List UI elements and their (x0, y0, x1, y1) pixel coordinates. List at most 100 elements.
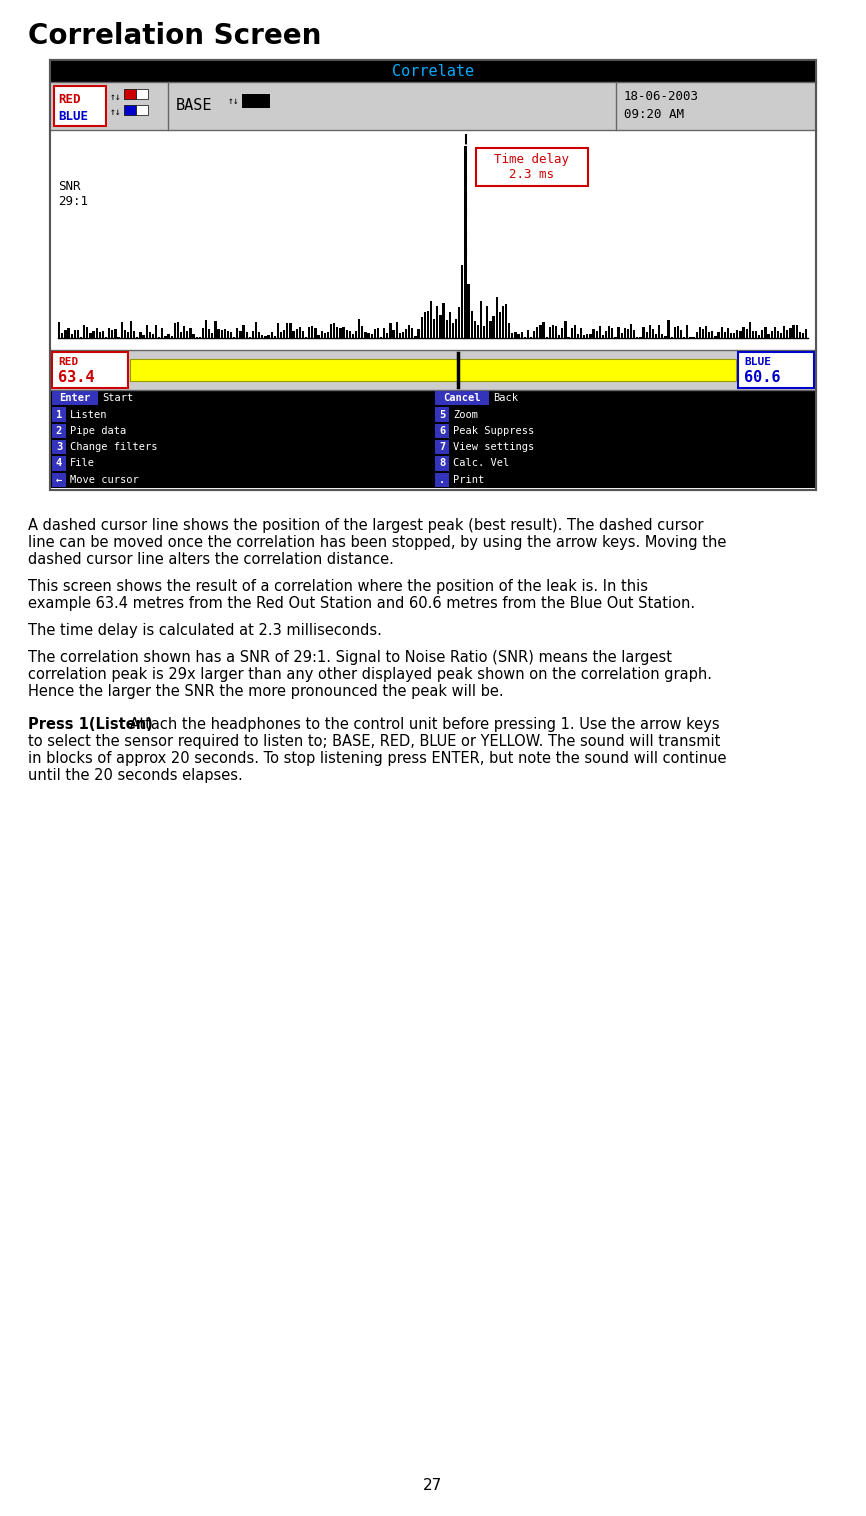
Bar (443, 303, 445, 338)
Bar (155, 324, 158, 338)
Bar (239, 330, 242, 338)
Bar (83, 326, 86, 338)
Bar (470, 311, 473, 338)
Bar (786, 330, 788, 338)
Bar (242, 324, 245, 338)
Text: to select the sensor required to listen to; BASE, RED, BLUE or YELLOW. The sound: to select the sensor required to listen … (28, 734, 721, 749)
Bar (355, 330, 357, 338)
Bar (783, 326, 785, 338)
Bar (421, 317, 423, 338)
Bar (493, 315, 494, 338)
Bar (464, 146, 467, 338)
Bar (177, 321, 179, 338)
Bar (242, 94, 270, 108)
Bar (724, 332, 726, 338)
Bar (577, 334, 579, 338)
Bar (301, 332, 304, 338)
Text: .: . (439, 475, 445, 485)
Bar (173, 323, 176, 338)
Bar (604, 330, 607, 338)
Bar (270, 332, 273, 338)
Text: BLUE: BLUE (744, 356, 771, 367)
Text: The correlation shown has a SNR of 29:1. Signal to Noise Ratio (SNR) means the l: The correlation shown has a SNR of 29:1.… (28, 650, 672, 666)
Bar (167, 334, 170, 338)
Bar (377, 329, 379, 338)
Bar (299, 327, 301, 338)
Bar (708, 332, 710, 338)
Bar (449, 312, 451, 338)
Bar (676, 326, 679, 338)
Bar (408, 326, 410, 338)
Text: SNR
29:1: SNR 29:1 (58, 180, 88, 208)
Bar (308, 327, 310, 338)
Bar (761, 330, 764, 338)
Bar (436, 306, 438, 338)
Bar (367, 332, 370, 338)
Bar (589, 334, 591, 338)
Text: Peak Suppress: Peak Suppress (453, 426, 534, 435)
Bar (649, 324, 651, 338)
Bar (277, 323, 279, 338)
Bar (52, 391, 98, 405)
Bar (602, 335, 604, 338)
Bar (54, 86, 106, 126)
Bar (268, 335, 269, 338)
Bar (617, 327, 620, 338)
Text: Correlation Screen: Correlation Screen (28, 23, 321, 50)
Text: 09:20 AM: 09:20 AM (624, 108, 684, 121)
Bar (50, 61, 816, 490)
Bar (655, 334, 657, 338)
Bar (445, 320, 448, 338)
Bar (58, 323, 61, 338)
Bar (505, 303, 507, 338)
Bar (508, 323, 510, 338)
Bar (586, 334, 589, 338)
Bar (414, 337, 417, 338)
Bar (740, 332, 741, 338)
Bar (417, 329, 420, 338)
Bar (752, 332, 754, 338)
Bar (483, 326, 485, 338)
Bar (777, 330, 779, 338)
Bar (402, 332, 404, 338)
Bar (361, 326, 364, 338)
Bar (120, 323, 123, 338)
Bar (180, 332, 182, 338)
Bar (101, 332, 104, 338)
Text: line can be moved once the correlation has been stopped, by using the arrow keys: line can be moved once the correlation h… (28, 535, 727, 550)
Bar (130, 320, 132, 338)
Text: Enter: Enter (60, 393, 91, 403)
Bar (371, 335, 373, 338)
Bar (205, 320, 207, 338)
Bar (111, 329, 113, 338)
Bar (108, 327, 110, 338)
Bar (477, 324, 479, 338)
Bar (468, 285, 469, 338)
Bar (293, 332, 294, 338)
Bar (501, 306, 504, 338)
Bar (161, 327, 164, 338)
Text: This screen shows the result of a correlation where the position of the leak is.: This screen shows the result of a correl… (28, 579, 648, 594)
Bar (435, 440, 449, 455)
Text: ↑↓: ↑↓ (110, 108, 122, 117)
Text: RED: RED (58, 92, 81, 106)
Bar (571, 327, 572, 338)
Bar (668, 320, 669, 338)
Bar (533, 332, 535, 338)
Bar (190, 327, 191, 338)
Bar (611, 327, 613, 338)
Bar (780, 334, 782, 338)
Bar (130, 359, 736, 381)
Bar (439, 315, 442, 338)
Bar (295, 329, 298, 338)
Bar (705, 326, 708, 338)
Bar (93, 330, 94, 338)
Text: Pipe data: Pipe data (70, 426, 126, 435)
Bar (767, 334, 770, 338)
Bar (95, 327, 98, 338)
Text: Calc. Vel: Calc. Vel (453, 458, 509, 468)
Bar (236, 327, 238, 338)
Bar (214, 321, 216, 338)
Bar (50, 82, 816, 130)
Text: correlation peak is 29x larger than any other displayed peak shown on the correl: correlation peak is 29x larger than any … (28, 667, 712, 682)
